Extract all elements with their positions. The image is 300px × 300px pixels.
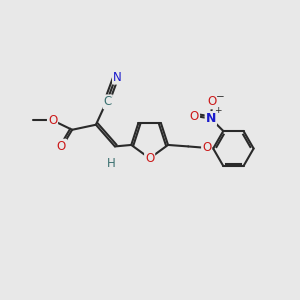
Text: N: N	[113, 71, 122, 84]
Text: O: O	[145, 152, 154, 165]
Text: O: O	[57, 140, 66, 153]
Text: H: H	[107, 157, 116, 170]
Text: +: +	[214, 106, 222, 115]
Text: O: O	[190, 110, 199, 123]
Text: C: C	[104, 95, 112, 108]
Text: O: O	[202, 141, 211, 154]
Text: −: −	[216, 92, 225, 102]
Text: O: O	[48, 114, 57, 127]
Text: O: O	[208, 95, 217, 108]
Text: N: N	[206, 112, 216, 125]
